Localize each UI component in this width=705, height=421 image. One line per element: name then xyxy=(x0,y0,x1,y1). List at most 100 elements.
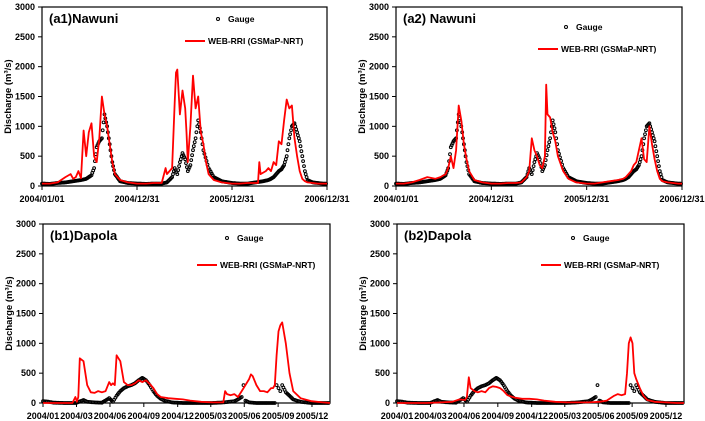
y-tick-label: 1500 xyxy=(16,309,36,319)
y-tick-label: 500 xyxy=(21,368,36,378)
y-tick-label: 1000 xyxy=(15,121,35,131)
legend-gauge-marker xyxy=(571,236,575,240)
gauge-point xyxy=(283,160,287,165)
gauge-point xyxy=(655,154,660,159)
gauge-point xyxy=(288,132,293,137)
x-tick-label: 2005/09 xyxy=(616,411,649,421)
plot-frame xyxy=(396,223,685,404)
gauge-point xyxy=(656,159,660,164)
gauge-point xyxy=(303,172,308,177)
legend-gauge-label: Gauge xyxy=(583,233,610,243)
y-tick-label: 1500 xyxy=(369,92,389,102)
gauge-point xyxy=(659,175,664,180)
y-axis-label: Discharge (m³/s) xyxy=(357,59,368,133)
y-axis-label: Discharge (m³/s) xyxy=(4,276,15,350)
legend-gauge-label: Gauge xyxy=(228,14,255,24)
x-tick-label: 2004/03 xyxy=(414,411,447,421)
gauge-point xyxy=(299,149,304,154)
gauge-point xyxy=(287,136,292,141)
gauge-point xyxy=(100,136,104,141)
gauge-point xyxy=(302,164,306,169)
gauge-point xyxy=(546,144,551,149)
gauge-point xyxy=(276,386,281,391)
y-tick-label: 3000 xyxy=(15,2,35,12)
y-tick-label: 3000 xyxy=(370,219,390,229)
x-tick-label: 2004/06 xyxy=(94,411,127,421)
panel-title: (a1)Nawuni xyxy=(49,11,118,26)
gauge-point xyxy=(100,128,105,133)
series-line-web-rri xyxy=(396,83,682,185)
panel-title: (b1)Dapola xyxy=(50,228,118,243)
gauge-point xyxy=(628,383,633,388)
gauge-point xyxy=(300,154,305,159)
gauge-point xyxy=(639,154,644,159)
x-tick-label: 2004/12 xyxy=(161,411,194,421)
gauge-point xyxy=(653,144,658,149)
x-tick-label: 2005/09 xyxy=(262,411,295,421)
y-tick-label: 2500 xyxy=(369,32,389,42)
gauge-point xyxy=(303,169,307,174)
gauge-point xyxy=(178,157,183,162)
x-tick-label: 2005/12 xyxy=(650,411,683,421)
y-tick-label: 500 xyxy=(375,368,390,378)
panel-title: (b2)Dapola xyxy=(404,228,472,243)
gauge-point xyxy=(548,136,552,141)
x-tick-label: 2004/12/31 xyxy=(114,194,159,204)
y-tick-label: 0 xyxy=(31,398,36,408)
legend-gauge-label: Gauge xyxy=(576,22,603,32)
gauge-point xyxy=(295,130,300,135)
gauge-point xyxy=(632,389,637,394)
y-tick-label: 2500 xyxy=(16,249,36,259)
y-tick-label: 2000 xyxy=(369,62,389,72)
x-tick-label: 2005/03 xyxy=(195,411,228,421)
gauge-point xyxy=(533,157,538,162)
y-tick-label: 500 xyxy=(20,151,35,161)
gauge-point xyxy=(284,154,289,159)
gauge-point xyxy=(304,175,309,180)
gauge-point xyxy=(550,118,555,123)
gauge-point xyxy=(593,395,598,399)
gauge-point xyxy=(175,172,180,177)
legend-web-rri-label: WEB-RRI (GSMaP-NRT) xyxy=(208,36,304,46)
x-tick-label: 2006/12/31 xyxy=(659,194,704,204)
panel-title: (a2) Nawuni xyxy=(403,11,476,26)
gauge-point xyxy=(297,139,302,144)
series-line-web-rri xyxy=(42,68,327,185)
y-axis-label: Discharge (m³/s) xyxy=(358,276,369,350)
gauge-point xyxy=(529,172,534,177)
y-tick-label: 1000 xyxy=(16,338,36,348)
gauge-point xyxy=(637,160,642,165)
y-tick-label: 1500 xyxy=(15,92,35,102)
x-tick-label: 2005/12/31 xyxy=(564,194,609,204)
gauge-point xyxy=(630,386,635,391)
gauge-point xyxy=(191,148,195,153)
gauge-point xyxy=(192,140,197,145)
x-tick-label: 2004/01/01 xyxy=(373,194,418,204)
y-tick-label: 2500 xyxy=(15,32,35,42)
legend-gauge-marker xyxy=(216,17,220,21)
gauge-point xyxy=(642,136,646,141)
y-tick-label: 2000 xyxy=(16,279,36,289)
legend-web-rri-label: WEB-RRI (GSMaP-NRT) xyxy=(561,44,657,54)
y-tick-label: 2000 xyxy=(15,62,35,72)
panel-a2: 0 500 1000 1500 2000 2500 3000 2004/01/01 2004/1… xyxy=(357,2,705,204)
gauge-point xyxy=(283,157,288,162)
x-tick-label: 2004/09 xyxy=(128,411,161,421)
gauge-point xyxy=(644,128,648,133)
y-tick-label: 2500 xyxy=(370,249,390,259)
gauge-point xyxy=(530,168,535,173)
gauge-point xyxy=(271,401,276,405)
gauge-point xyxy=(626,401,631,405)
gauge-point xyxy=(654,149,659,154)
gauge-point xyxy=(650,133,655,138)
gauge-point xyxy=(177,164,182,169)
gauge-point xyxy=(286,142,291,147)
y-tick-label: 3000 xyxy=(369,2,389,12)
gauge-point xyxy=(178,160,182,165)
series-line-web-rri xyxy=(397,336,684,404)
gauge-point xyxy=(652,139,657,144)
gauge-point xyxy=(657,164,661,169)
